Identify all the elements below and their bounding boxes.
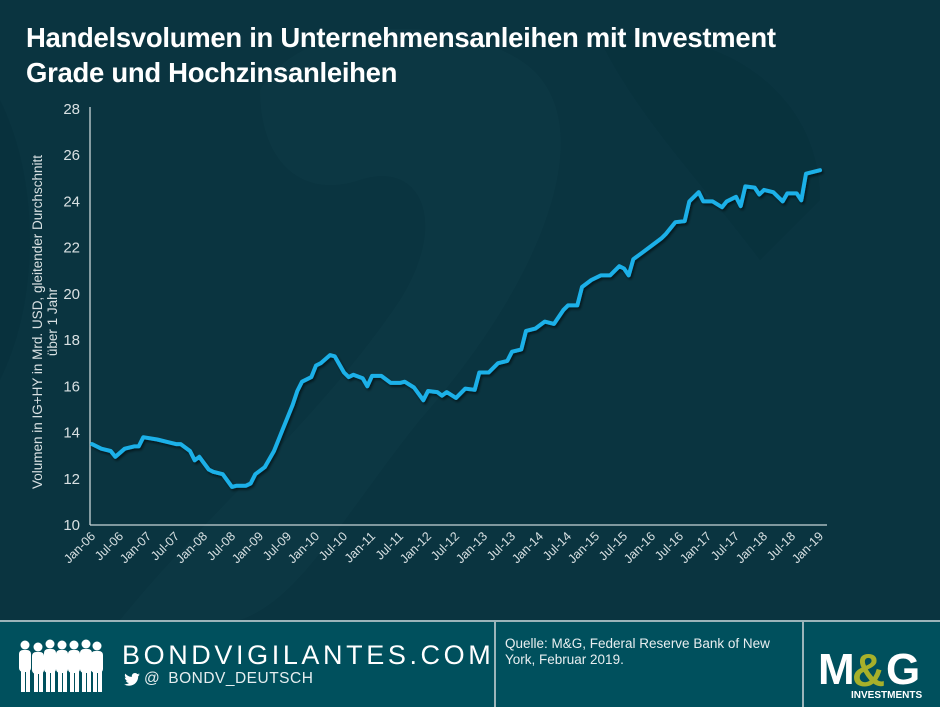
- source-note: Quelle: M&G, Federal Reserve Bank of New…: [505, 636, 795, 668]
- svg-text:M: M: [818, 645, 852, 694]
- y-tick-label: 12: [63, 471, 80, 488]
- x-tick-label: Jan-06: [61, 529, 98, 566]
- x-tick-label: Jan-18: [733, 529, 770, 566]
- svg-text:&: &: [852, 644, 885, 696]
- y-tick-label: 18: [63, 332, 80, 349]
- y-tick-label: 16: [63, 378, 80, 395]
- x-axis-ticks: Jan-06Jul-06Jan-07Jul-07Jan-08Jul-08Jan-…: [61, 529, 826, 566]
- x-tick-label: Jan-07: [117, 529, 154, 566]
- y-tick-label: 24: [63, 193, 80, 210]
- x-tick-label: Jan-12: [397, 529, 434, 566]
- x-tick-label: Jan-13: [453, 529, 490, 566]
- chart-title: Handelsvolumen in Unternehmensanleihen m…: [26, 20, 926, 90]
- line-chart: 10 12 14 16 18 20 22 24 26 28 Jan-06Jul-06Jan-07J…: [61, 101, 827, 566]
- x-tick-label: Jan-17: [677, 529, 714, 566]
- bondvigilantes-link[interactable]: BONDVIGILANTES.COM: [122, 640, 495, 670]
- mg-investments-logo: M & G INVESTMENTS: [818, 644, 922, 700]
- y-axis-ticks: 10 12 14 16 18 20 22 24 26 28: [63, 101, 80, 534]
- people-silhouettes-icon: [19, 639, 103, 692]
- x-tick-label: Jan-19: [789, 529, 826, 566]
- footer-divider: [802, 622, 804, 707]
- chart-title-line-2: Grade und Hochzinsanleihen: [26, 57, 398, 88]
- svg-text:G: G: [886, 645, 920, 694]
- y-tick-label: 14: [63, 425, 80, 442]
- source-line-1: Quelle: M&G, Federal Reserve Bank of New: [505, 636, 770, 651]
- x-tick-label: Jan-09: [229, 529, 266, 566]
- footer-divider: [494, 622, 496, 707]
- data-series-line: [90, 168, 822, 489]
- y-tick-label: 20: [63, 286, 80, 303]
- y-tick-label: 22: [63, 240, 80, 257]
- x-tick-label: Jan-15: [565, 529, 602, 566]
- y-tick-label: 26: [63, 147, 80, 164]
- footer-bar: BONDVIGILANTES.COM @ BONDV_DEUTSCH Quell…: [0, 620, 940, 707]
- y-tick-label: 10: [63, 517, 80, 534]
- x-tick-label: Jan-11: [342, 529, 378, 565]
- twitter-handle-text: BONDV_DEUTSCH: [168, 670, 314, 687]
- source-line-2: York, Februar 2019.: [505, 652, 624, 667]
- twitter-bird-icon: [124, 672, 140, 686]
- x-tick-label: Jan-10: [285, 529, 322, 566]
- svg-text:INVESTMENTS: INVESTMENTS: [851, 690, 922, 700]
- chart-title-line-1: Handelsvolumen in Unternehmensanleihen m…: [26, 22, 776, 53]
- x-tick-label: Jan-08: [173, 529, 210, 566]
- y-tick-label: 28: [63, 101, 80, 118]
- twitter-handle[interactable]: @ BONDV_DEUTSCH: [124, 670, 313, 688]
- x-tick-label: Jan-16: [621, 529, 658, 566]
- twitter-at: @: [144, 670, 161, 687]
- x-tick-label: Jan-14: [509, 529, 546, 566]
